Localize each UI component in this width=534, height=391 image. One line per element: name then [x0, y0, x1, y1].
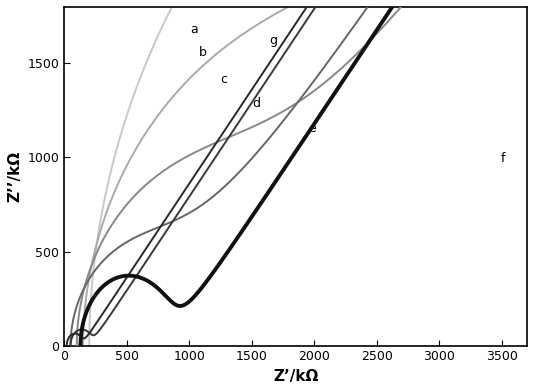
X-axis label: Z’/kΩ: Z’/kΩ: [273, 369, 318, 384]
Text: c: c: [221, 73, 227, 86]
Text: f: f: [501, 152, 505, 165]
Text: g: g: [269, 34, 277, 47]
Text: d: d: [252, 97, 260, 110]
Text: b: b: [199, 46, 207, 59]
Text: a: a: [191, 23, 198, 36]
Y-axis label: Z’’/kΩ: Z’’/kΩ: [7, 151, 22, 202]
Text: e: e: [308, 122, 316, 135]
